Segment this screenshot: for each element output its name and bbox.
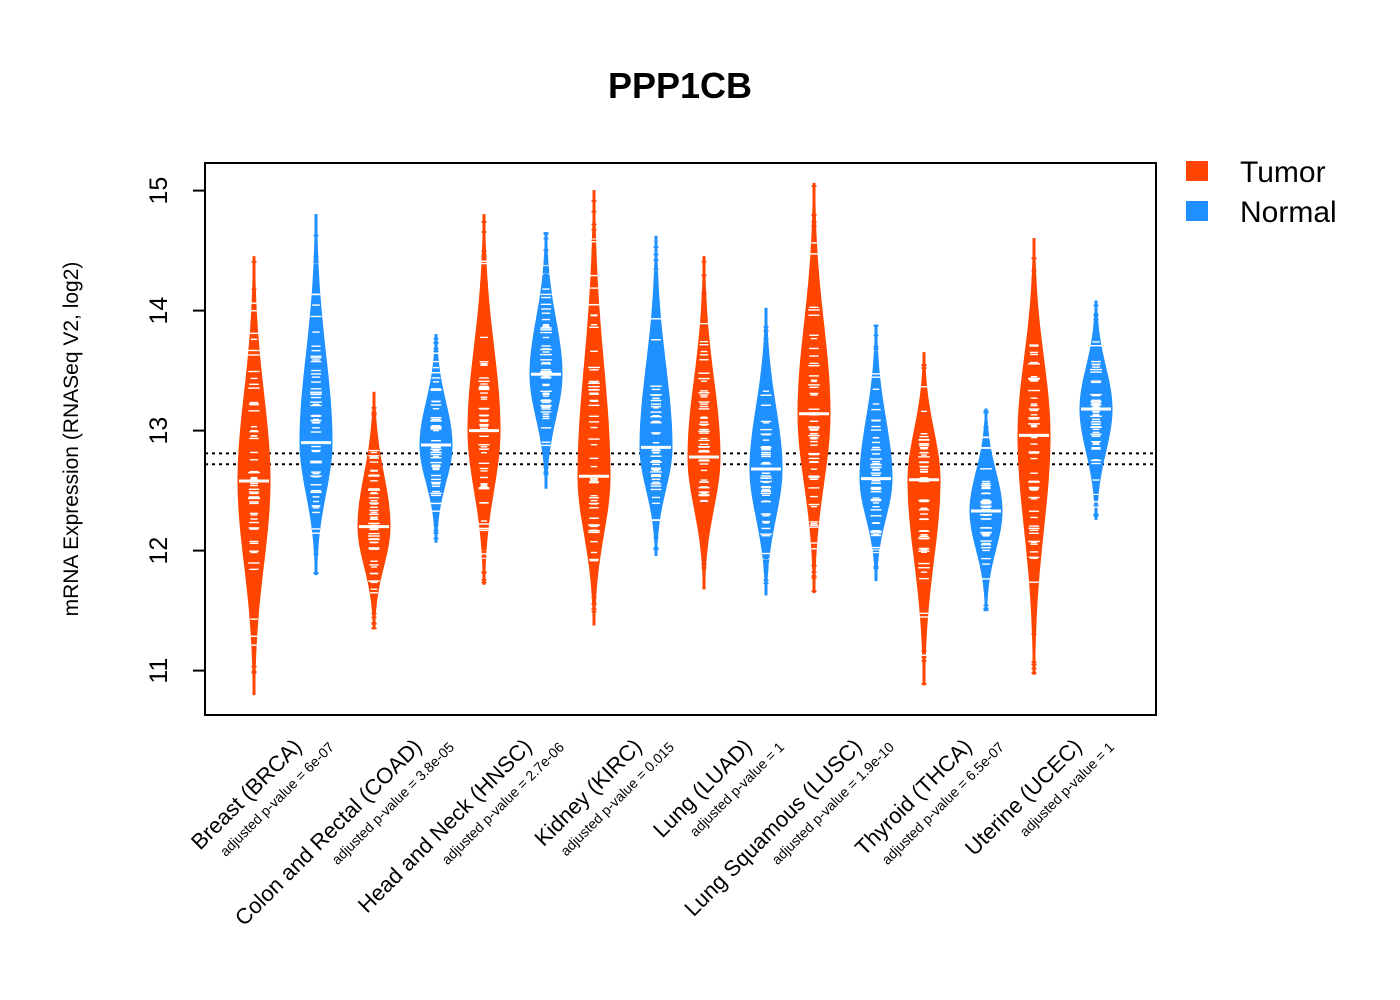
legend-swatch-normal	[1186, 201, 1208, 221]
violin-tumor-1	[357, 391, 391, 630]
violin-tumor-7-body	[1017, 238, 1051, 675]
violin-tumor-7	[1017, 238, 1051, 675]
y-tick-label-13: 13	[145, 417, 173, 445]
chart-title: PPP1CB	[608, 65, 752, 106]
violin-normal-1-body	[419, 334, 453, 543]
violin-normal-3	[639, 235, 673, 556]
violin-normal-2	[529, 232, 563, 489]
violin-normal-4	[749, 307, 783, 596]
violin-tumor-0	[237, 256, 271, 696]
violin-tumor-2	[467, 214, 501, 585]
y-tick-label-11: 11	[145, 658, 173, 684]
violin-tumor-6	[907, 352, 941, 686]
y-tick-label-15: 15	[145, 177, 173, 205]
violin-normal-5	[859, 324, 893, 582]
y-tick-label-12: 12	[145, 537, 173, 565]
violin-normal-7	[1079, 300, 1113, 520]
legend-label-tumor: Tumor	[1240, 156, 1326, 189]
legend-swatch-tumor	[1186, 161, 1208, 181]
violin-normal-5-body	[859, 324, 893, 582]
violin-tumor-5	[797, 182, 831, 594]
y-tick-label-14: 14	[145, 297, 173, 325]
violin-normal-6	[969, 408, 1003, 612]
plot-frame	[204, 162, 1157, 716]
legend-label-normal: Normal	[1240, 196, 1337, 229]
legend: Tumor Normal	[1186, 156, 1337, 229]
violin-normal-1	[419, 334, 453, 543]
violin-normal-4-body	[749, 307, 783, 596]
violin-tumor-3	[577, 190, 611, 626]
violin-normal-0	[299, 214, 333, 576]
violin-tumor-4-body	[687, 256, 721, 590]
violin-tumor-4	[687, 256, 721, 590]
violin-tumor-0-body	[237, 256, 271, 696]
violin-tumor-3-body	[577, 190, 611, 626]
y-axis-label: mRNA Expression (RNASeq V2, log2)	[60, 262, 83, 617]
